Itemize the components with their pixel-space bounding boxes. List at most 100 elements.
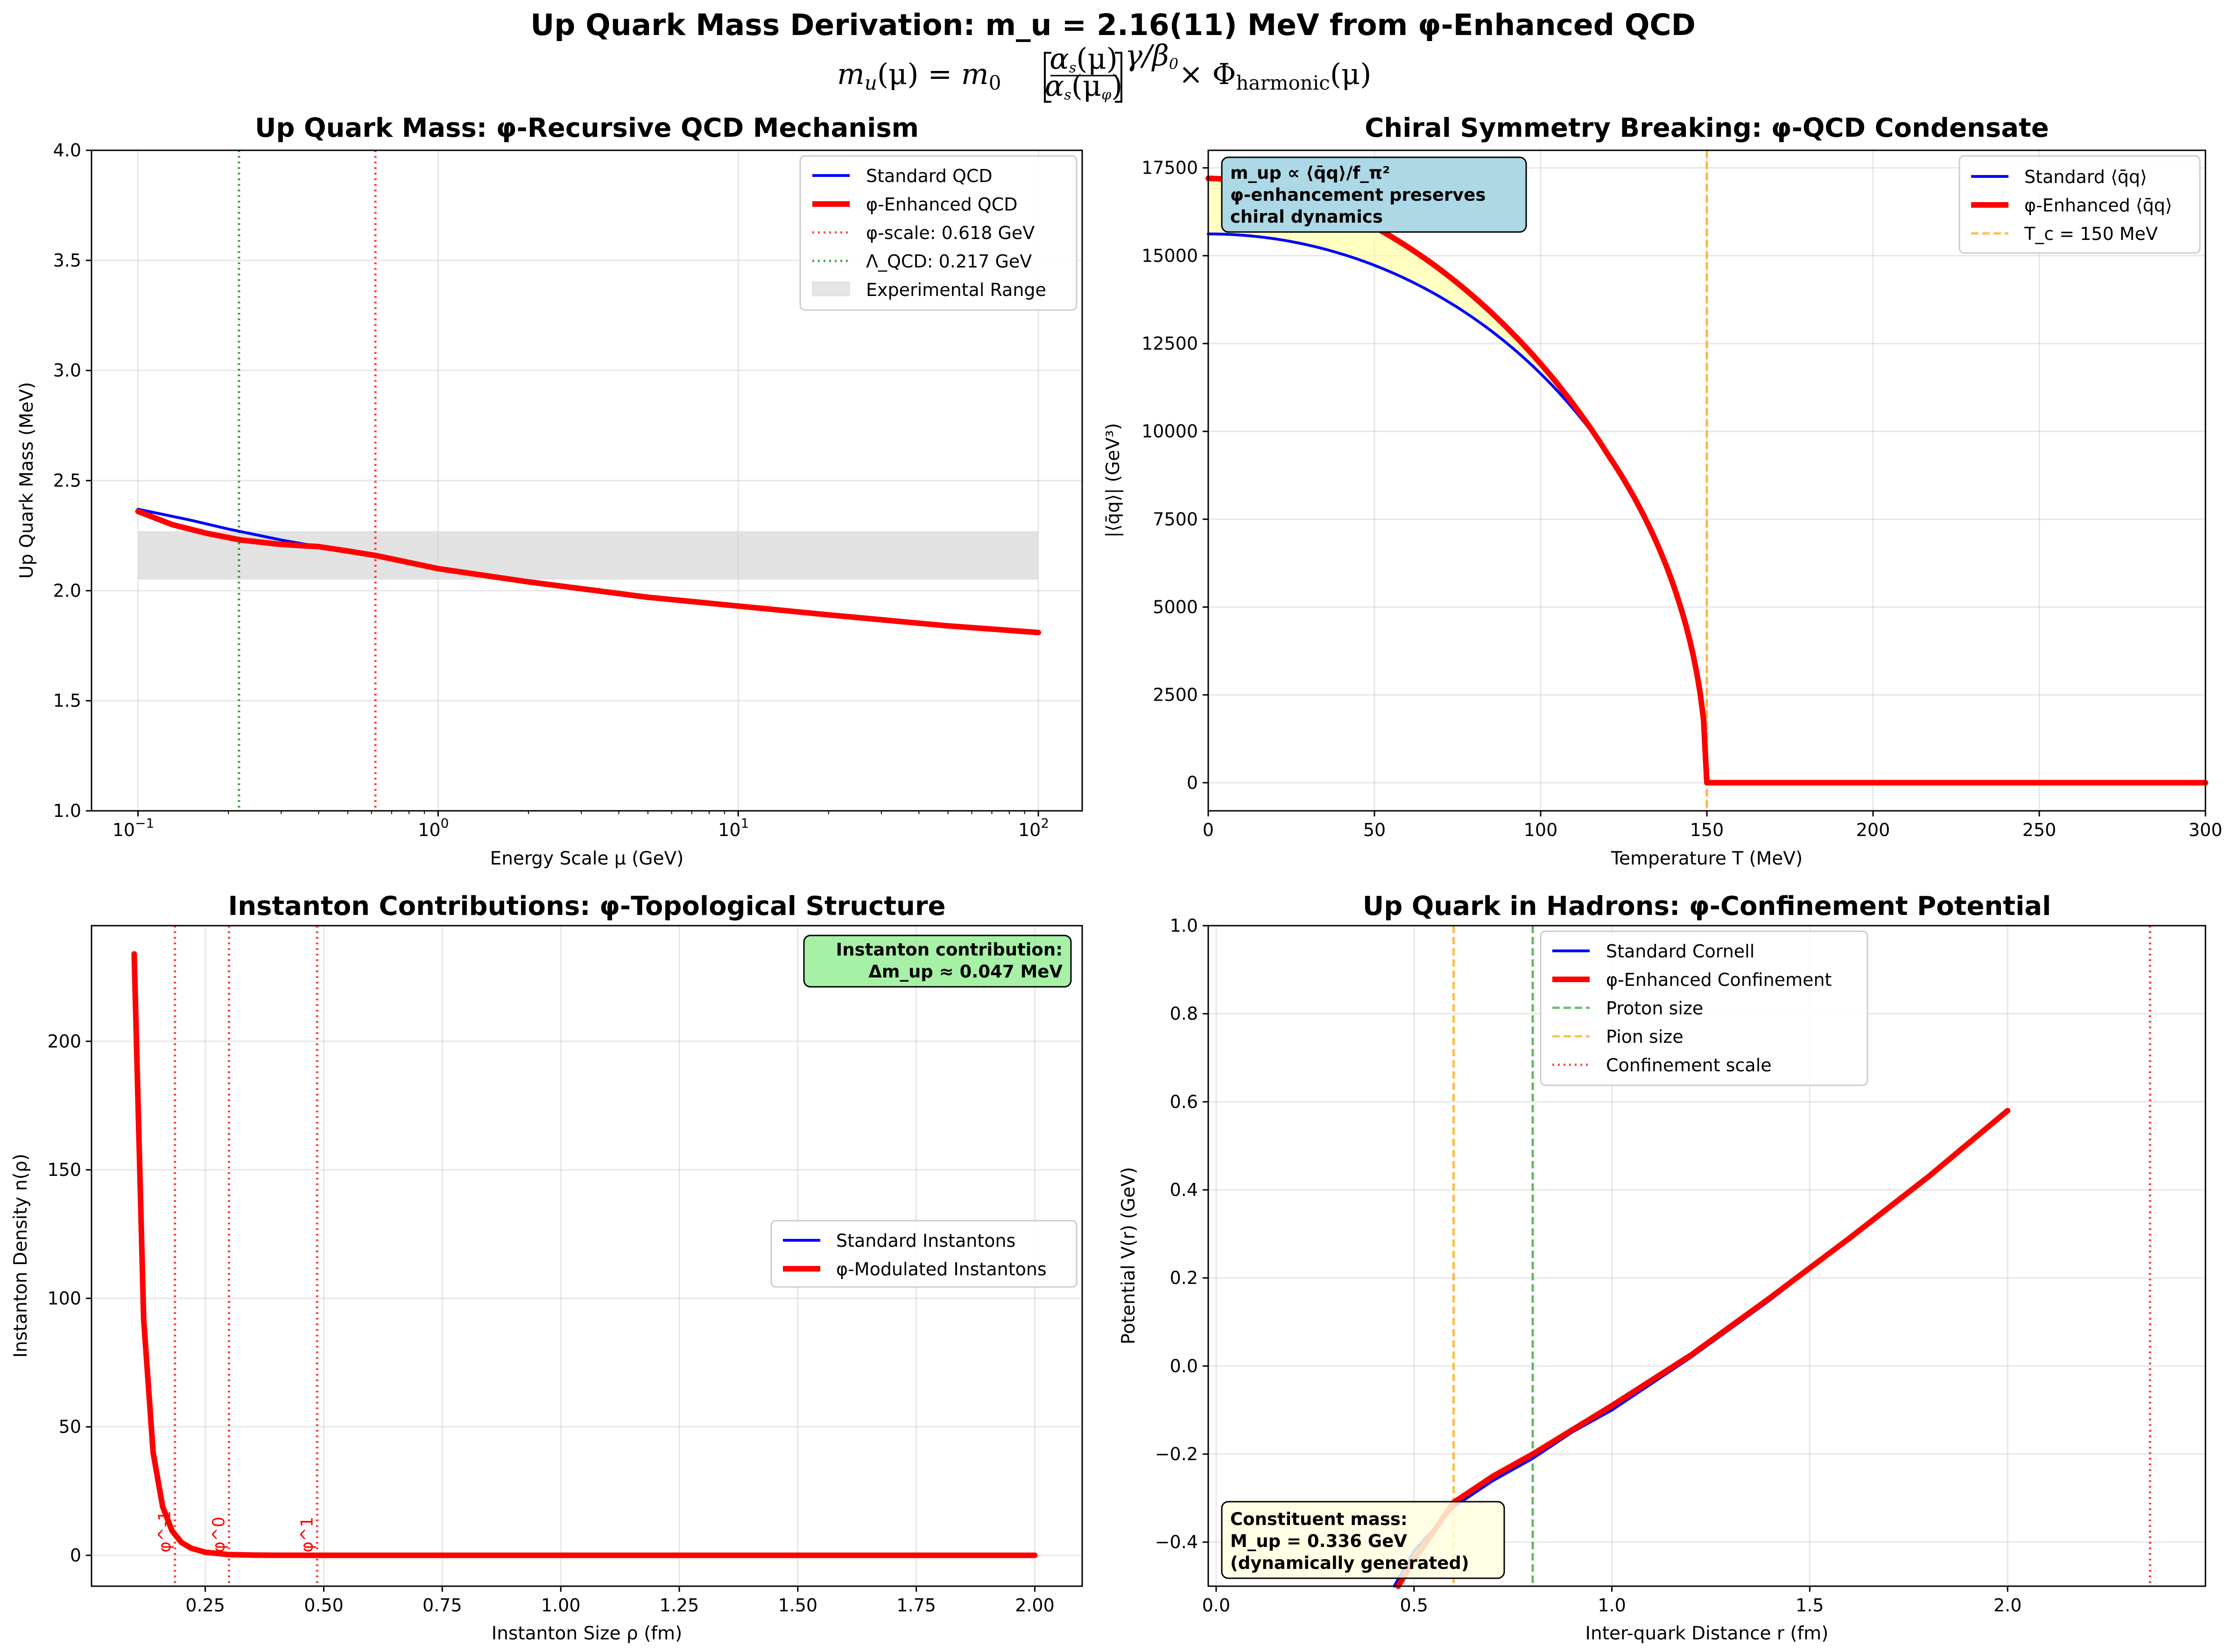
y-tick-label: 0.2 — [1170, 1268, 1198, 1288]
y-tick-label: 2.0 — [53, 580, 81, 601]
panel1-vlines — [238, 150, 377, 811]
y-tick-label: −0.2 — [1155, 1444, 1198, 1464]
panel3-ticks: 0.25 0.50 0.75 1.00 1.25 1.50 1.75 2.00 0 50 100 15… — [47, 1031, 1054, 1616]
panel2-xlabel: Temperature T (MeV) — [1611, 848, 1803, 869]
panel1-ylabel: Up Quark Mass (MeV) — [16, 382, 37, 578]
legend-label-lambda-qcd: Λ_QCD: 0.217 GeV — [866, 251, 1032, 272]
panel4-annotation-line1: Constituent mass: — [1230, 1509, 1408, 1529]
panel4-xlabel: Inter-quark Distance r (fm) — [1585, 1623, 1828, 1644]
panel4-ticks: 0.0 0.5 1.0 1.5 2.0 −0.4 −0.2 0.0 0.2 0.4 0.6 0.8 1.… — [1155, 915, 2022, 1616]
panel-confinement: Up Quark in Hadrons: φ-Confinement Poten… — [1118, 891, 2206, 1644]
legend-label-phi-scale: φ-scale: 0.618 GeV — [866, 223, 1035, 243]
formula-lhs-sub: u — [865, 71, 877, 94]
panel3-vlines: φ^-1 φ^0 φ^1 — [155, 926, 318, 1586]
x-tick-label: 1.00 — [541, 1595, 581, 1616]
x-tick-label: 200 — [1856, 820, 1890, 840]
panel1-experimental-band — [138, 531, 1039, 580]
y-tick-label: 100 — [47, 1288, 81, 1308]
panel3-ylabel: Instanton Density n(ρ) — [10, 1153, 31, 1357]
panel-up-quark-mass: Up Quark Mass: φ-Recursive QCD Mechanism… — [16, 113, 1083, 869]
y-tick-label: 200 — [47, 1031, 81, 1052]
formula-m0-sub: 0 — [989, 71, 1001, 94]
panel3-annotation: Instanton contribution: Δm_up ≈ 0.047 Me… — [803, 935, 1072, 988]
panel2-annotation: m_up ∝ ⟨q̄q⟩/f_π² φ-enhancement preserve… — [1221, 156, 1527, 233]
legend-label-tc: T_c = 150 MeV — [2024, 224, 2158, 244]
x-tick-label: 10−1 — [113, 815, 155, 840]
panel3-legend: Standard Instantons φ-Modulated Instanto… — [770, 1220, 1078, 1288]
x-tick-label: 250 — [2022, 820, 2057, 840]
panel3-xlabel: Instanton Size ρ (fm) — [492, 1623, 682, 1644]
y-tick-label: 1.0 — [53, 801, 81, 821]
enhancement-fill-area — [1208, 178, 1707, 783]
panel4-ylabel: Potential V(r) (GeV) — [1118, 1167, 1139, 1344]
x-tick-label: 1.75 — [896, 1595, 936, 1616]
formula-bracket: αs(μ) αs(μφ) γ/β0 — [1044, 38, 1178, 103]
y-tick-label: 17500 — [1141, 158, 1198, 178]
x-tick-label: 0.50 — [304, 1595, 344, 1616]
x-tick-label: 101 — [718, 815, 749, 840]
y-tick-label: 0.0 — [1170, 1356, 1198, 1376]
y-tick-label: −0.4 — [1155, 1532, 1198, 1553]
panel4-title: Up Quark in Hadrons: φ-Confinement Poten… — [1363, 891, 2051, 921]
y-tick-label: 0.4 — [1170, 1180, 1198, 1200]
legend-label-standard-qcd: Standard QCD — [866, 166, 993, 186]
x-tick-label: 0.25 — [185, 1595, 225, 1616]
x-tick-label: 300 — [2189, 820, 2223, 840]
legend-label-pion: Pion size — [1606, 1026, 1684, 1047]
panel3-annotation-line1: Instanton contribution: — [836, 940, 1063, 960]
panel1-legend: Standard QCD φ-Enhanced QCD φ-scale: 0.6… — [799, 155, 1078, 311]
panel2-enhancement-fill — [1208, 178, 1707, 783]
panel4-annotation-line3: (dynamically generated) — [1230, 1553, 1469, 1573]
x-tick-label: 1.50 — [778, 1595, 818, 1616]
phi-enhanced-qcd-line — [135, 508, 1042, 635]
y-tick-label: 0 — [70, 1545, 81, 1566]
y-tick-label: 5000 — [1153, 597, 1198, 617]
panel4-annotation-line2: M_up = 0.336 GeV — [1230, 1531, 1407, 1551]
y-tick-label: 50 — [59, 1417, 81, 1437]
figure-formula: mu(μ) = m0 — [837, 57, 1001, 94]
panel4-axes-frame — [1207, 925, 2206, 1587]
legend-label-standard-condensate: Standard ⟨q̄q⟩ — [2024, 167, 2147, 187]
legend-label-phi-confinement: φ-Enhanced Confinement — [1606, 970, 1832, 990]
y-tick-label: 0.6 — [1170, 1091, 1198, 1112]
y-tick-label: 10000 — [1141, 421, 1198, 442]
y-tick-label: 3.5 — [53, 250, 81, 271]
legend-label-phi-modulated: φ-Modulated Instantons — [836, 1259, 1047, 1279]
y-tick-label: 7500 — [1153, 509, 1198, 529]
y-tick-label: 12500 — [1141, 333, 1198, 354]
legend-swatch-experimental-range — [812, 281, 850, 296]
y-tick-label: 1.0 — [1170, 915, 1198, 936]
y-tick-label: 3.0 — [53, 360, 81, 381]
legend-label-experimental-range: Experimental Range — [866, 280, 1046, 300]
panel2-annotation-line3: chiral dynamics — [1230, 207, 1383, 227]
formula-denominator: αs(μφ) — [1045, 69, 1123, 103]
panel-chiral-symmetry: Chiral Symmetry Breaking: φ-QCD Condensa… — [1103, 113, 2222, 869]
x-tick-label: 0.0 — [1202, 1595, 1230, 1616]
legend-label-confinement-scale: Confinement scale — [1606, 1055, 1772, 1076]
panel1-title: Up Quark Mass: φ-Recursive QCD Mechanism — [255, 113, 919, 143]
panel4-vlines — [1452, 926, 2151, 1586]
y-tick-label: 2.5 — [53, 471, 81, 491]
y-tick-label: 15000 — [1141, 246, 1198, 266]
x-tick-label: 1.0 — [1598, 1595, 1626, 1616]
formula-rhs: × Φharmonic(μ) — [1179, 57, 1371, 94]
x-tick-label: 2.0 — [1994, 1595, 2022, 1616]
y-tick-label: 4.0 — [53, 140, 81, 161]
panel3-series — [131, 951, 1038, 1558]
phi-power-label: φ^0 — [209, 1517, 228, 1553]
panel3-axes-frame — [91, 925, 1083, 1587]
phi-power-label: φ^1 — [297, 1517, 317, 1553]
x-tick-label: 1.25 — [660, 1595, 699, 1616]
y-tick-label: 0 — [1187, 773, 1198, 793]
y-tick-label: 1.5 — [53, 690, 81, 711]
panel3-title: Instanton Contributions: φ-Topological S… — [228, 891, 945, 921]
legend-label-standard-cornell: Standard Cornell — [1606, 941, 1754, 962]
formula-lhs-arg: (μ) = — [877, 57, 961, 91]
x-tick-label: 0 — [1203, 820, 1214, 840]
y-tick-label: 2500 — [1153, 685, 1198, 705]
panel2-annotation-line2: φ-enhancement preserves — [1230, 185, 1486, 205]
panel3-annotation-line2: Δm_up ≈ 0.047 MeV — [868, 962, 1063, 982]
